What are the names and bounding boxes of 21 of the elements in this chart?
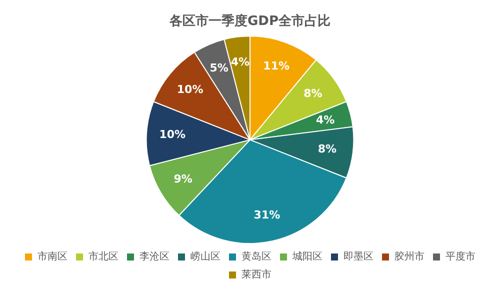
data-label: 10% bbox=[159, 128, 186, 141]
legend-label: 市南区 bbox=[38, 250, 68, 263]
legend-label: 崂山区 bbox=[190, 250, 220, 263]
legend-label: 李沧区 bbox=[140, 250, 170, 263]
data-label: 5% bbox=[210, 61, 228, 74]
legend-label: 胶州市 bbox=[394, 250, 424, 263]
data-label: 4% bbox=[230, 56, 250, 68]
legend-label: 即墨区 bbox=[344, 252, 374, 263]
data-label: 8% bbox=[318, 142, 337, 156]
legend-label: 莱西市 bbox=[242, 268, 272, 281]
data-label: 11% bbox=[263, 59, 290, 72]
data-label: 4% bbox=[316, 113, 335, 126]
data-label: 31% bbox=[254, 208, 280, 222]
legend-label: 市北区 bbox=[88, 250, 118, 263]
legend-label: 平度市 bbox=[446, 250, 476, 263]
legend-label: 城阳区 bbox=[292, 250, 322, 263]
data-label: 8% bbox=[304, 86, 322, 100]
chart-title: 各区市一季度GDP全市占比 bbox=[168, 13, 330, 30]
data-label: 9% bbox=[174, 172, 192, 186]
data-label: 10% bbox=[176, 83, 204, 96]
legend-label: 黄岛区 bbox=[242, 250, 272, 263]
